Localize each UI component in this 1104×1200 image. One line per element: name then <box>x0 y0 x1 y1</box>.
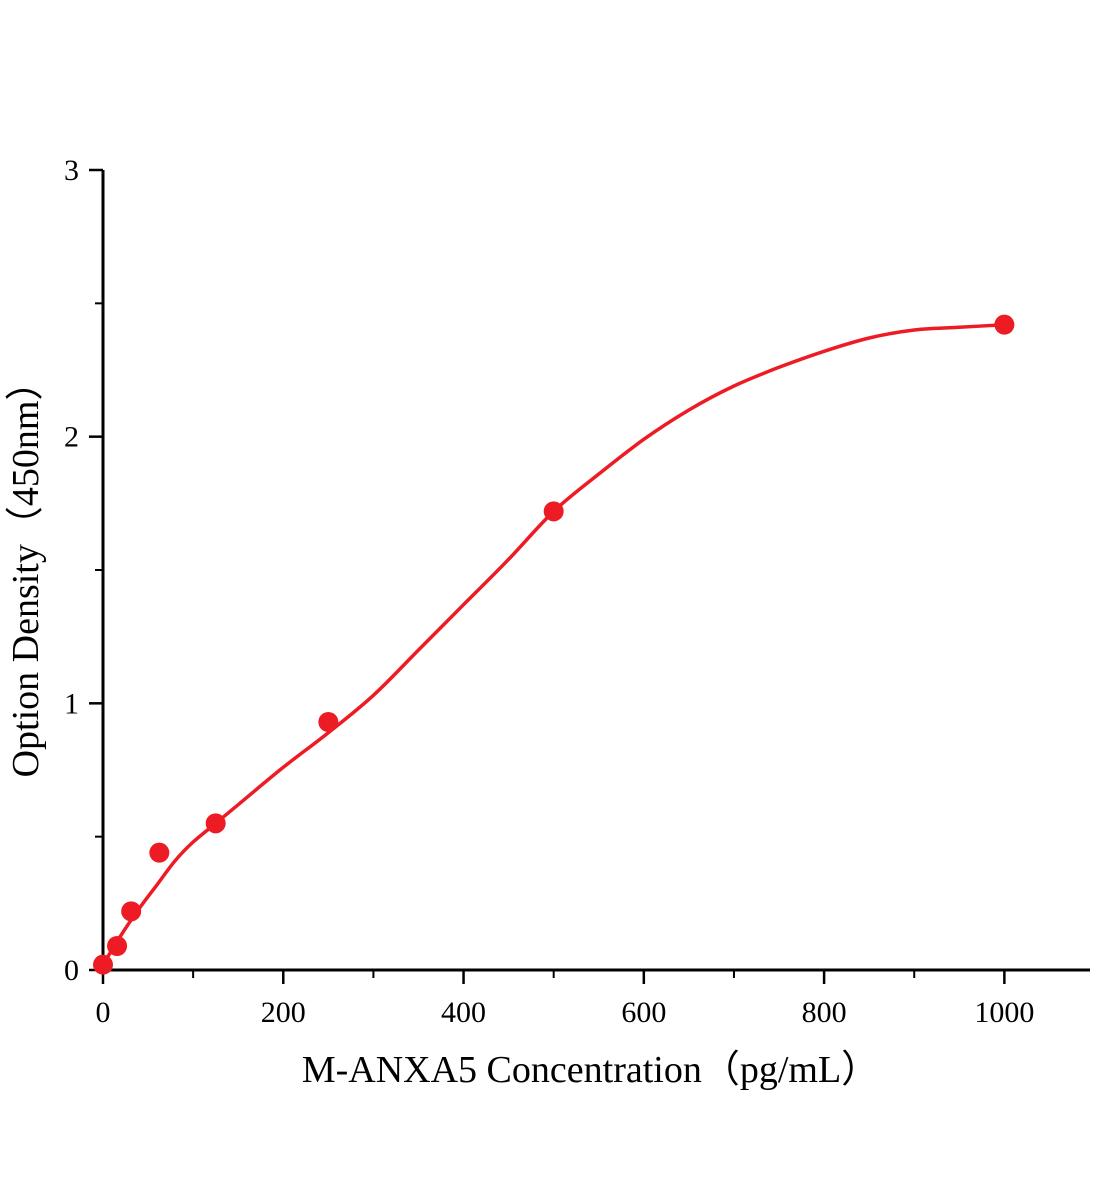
data-point <box>107 936 128 956</box>
data-point <box>543 501 564 522</box>
data-point <box>318 712 339 732</box>
y-tick-label: 3 <box>64 154 79 187</box>
x-tick-label: 1000 <box>974 996 1034 1029</box>
data-point <box>121 901 142 922</box>
y-axis-label: Option Density（450nm） <box>5 363 47 778</box>
data-point <box>93 954 113 975</box>
x-tick-label: 200 <box>261 996 306 1029</box>
data-point <box>994 314 1015 335</box>
y-tick-label: 1 <box>64 687 79 720</box>
data-point-layer <box>93 314 1015 975</box>
data-point <box>149 842 170 863</box>
x-tick-label: 400 <box>441 996 486 1029</box>
x-tick-label: 0 <box>96 996 111 1029</box>
fit-curve-path <box>101 322 1007 967</box>
y-tick-label: 0 <box>64 954 79 987</box>
axes <box>101 170 1090 972</box>
x-tick-label: 600 <box>621 996 666 1029</box>
axis-tick-labels: 0 200 400 600 800 1000 0 1 2 3 <box>64 154 1034 1029</box>
axis-ticks <box>89 168 1006 984</box>
x-tick-label: 800 <box>802 996 847 1029</box>
y-tick-label: 2 <box>64 421 79 454</box>
x-axis-label: M-ANXA5 Concentration（pg/mL） <box>302 1049 879 1091</box>
data-point <box>205 813 226 834</box>
fit-curve-layer <box>101 322 1007 967</box>
